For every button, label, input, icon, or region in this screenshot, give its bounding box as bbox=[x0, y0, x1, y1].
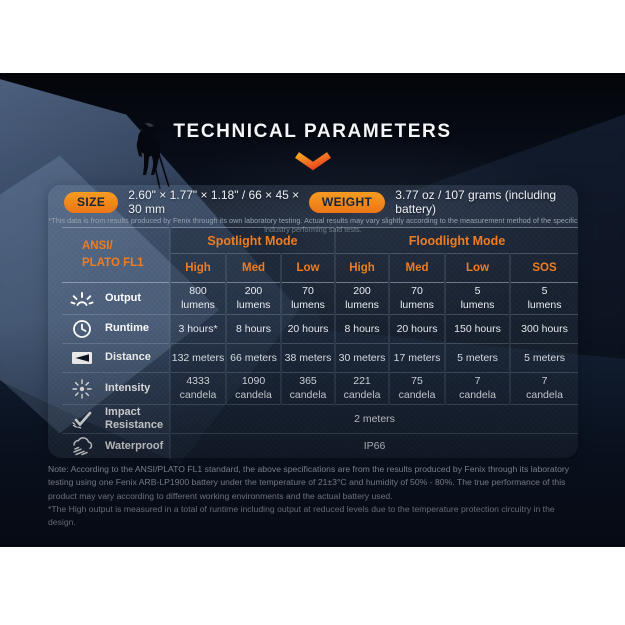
background-photo: TECHNICAL PARAMETERS SIZE 2.60" × 1.77" … bbox=[0, 73, 625, 547]
foreground-shade bbox=[0, 73, 625, 547]
